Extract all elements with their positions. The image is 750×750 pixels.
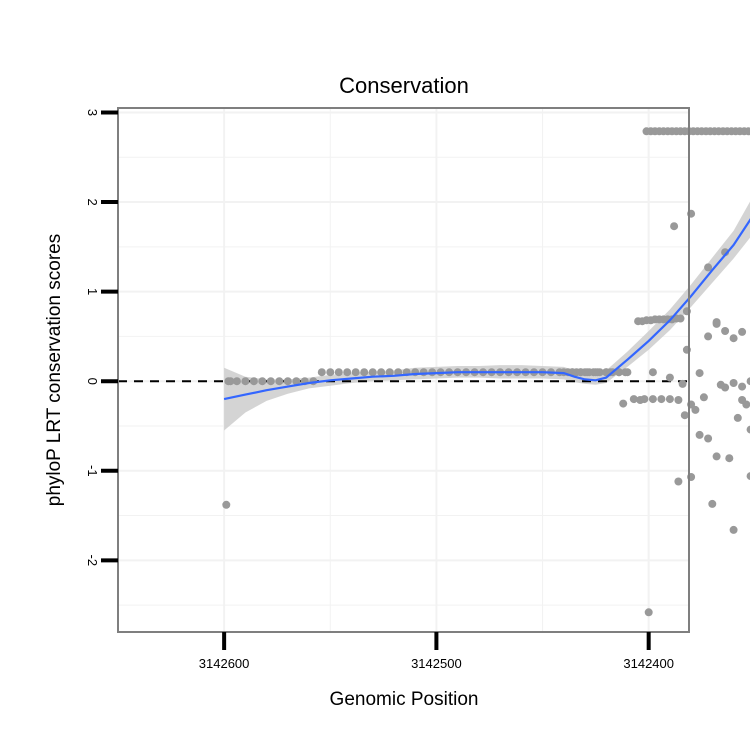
data-point [729,334,738,343]
data-point [712,452,721,461]
plot-panel-border [117,107,690,633]
data-point [742,400,750,409]
y-tick-label: -1 [85,465,100,477]
data-point [258,377,267,386]
data-point [283,377,292,386]
data-point [704,263,713,272]
data-point [729,379,738,387]
data-point [619,399,628,408]
x-tick-label: 3142400 [623,656,674,671]
data-point [615,368,623,377]
confidence-band [224,201,750,431]
data-point [691,405,700,414]
data-point [695,430,704,439]
y-axis-title: phyloP LRT conservation scores [44,234,65,507]
data-point [317,368,326,377]
data-point [326,368,335,377]
data-point [623,368,632,377]
x-tick-label: 3142600 [199,656,250,671]
data-point [670,222,679,231]
data-point [738,327,747,336]
data-point [704,332,713,341]
data-point [738,382,747,391]
y-tick-label: 1 [85,288,100,295]
data-point [678,379,687,388]
data-point [746,425,750,434]
confidence-band-layer [224,201,750,431]
data-point [674,477,683,486]
data-point [648,368,657,377]
data-point [716,380,725,389]
data-point [744,127,750,136]
data-point [674,396,683,404]
data-point [241,377,250,386]
data-point [419,368,428,377]
data-point [581,368,589,377]
data-point [695,369,704,378]
data-point [249,377,258,386]
data-point [232,377,241,386]
axes: -2 -1 0 1 2 3 3142600 3142500 3142400 [85,109,674,671]
data-point [640,395,649,404]
data-point [351,368,360,377]
data-point [377,368,386,377]
data-point [368,368,377,377]
data-point [360,368,369,377]
data-point [606,368,615,377]
data-point [708,499,717,508]
y-tick-label: 3 [85,109,100,116]
data-point [746,377,750,386]
smooth-line [223,218,750,401]
data-point [343,368,352,377]
data-point [725,454,734,463]
x-tick-label: 3142500 [411,656,462,671]
data-point [733,413,742,422]
data-point [729,525,738,534]
data-point [629,395,638,404]
data-point [334,368,343,377]
data-point [665,373,674,382]
y-tick-label: -2 [85,555,100,567]
data-point [385,368,394,377]
x-axis-title: Genomic Position [330,689,479,710]
data-point [680,411,689,420]
data-point [746,472,750,481]
data-point [665,395,674,404]
data-point [648,395,657,404]
data-point [292,377,301,386]
data-point [704,434,713,443]
data-point [699,393,708,402]
data-point [266,377,275,386]
data-point [222,500,231,509]
data-point [657,395,666,404]
y-tick-label: 2 [85,198,100,205]
grid-lines [118,108,689,632]
data-point [591,368,600,377]
smooth-line-layer [223,218,750,401]
y-tick-label: 0 [85,378,100,385]
data-point [224,377,233,386]
chart-title: Conservation [339,73,469,98]
data-point [644,608,653,617]
data-point [721,327,730,335]
data-point [676,314,685,323]
data-point [712,318,721,327]
data-point [275,377,284,386]
